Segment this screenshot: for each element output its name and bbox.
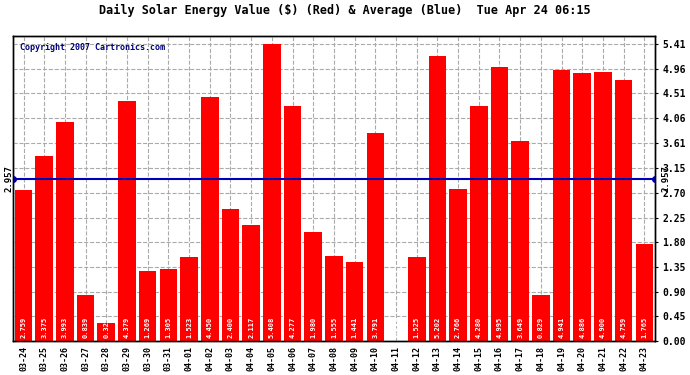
Bar [56,122,74,341]
Text: 0.829: 0.829 [538,317,544,338]
Bar [346,262,364,341]
Bar [77,295,95,341]
Text: 2.759: 2.759 [21,317,26,338]
Bar [615,80,633,341]
Text: 4.886: 4.886 [580,317,585,338]
Bar [635,244,653,341]
Bar [201,97,219,341]
Bar [180,257,198,341]
Text: 2.117: 2.117 [248,317,254,338]
Bar [449,189,467,341]
Text: 2.400: 2.400 [228,317,233,338]
Text: 4.379: 4.379 [124,317,130,338]
Bar [511,141,529,341]
Bar [118,100,136,341]
Bar [491,67,509,341]
Text: 4.995: 4.995 [497,317,502,338]
Bar [553,70,571,341]
Text: 1.441: 1.441 [352,317,357,338]
Text: Copyright 2007 Cartronics.com: Copyright 2007 Cartronics.com [19,42,165,51]
Text: 2.957: 2.957 [4,165,13,192]
Text: 4.277: 4.277 [290,317,295,338]
Text: 4.759: 4.759 [620,317,627,338]
Text: 3.375: 3.375 [41,317,47,338]
Text: 2.957: 2.957 [661,165,670,192]
Text: 1.765: 1.765 [641,317,647,338]
Bar [366,133,384,341]
Text: 4.941: 4.941 [559,317,564,338]
Text: 3.791: 3.791 [373,317,378,338]
Text: 4.900: 4.900 [600,317,606,338]
Text: 1.523: 1.523 [186,317,192,338]
Text: 0.006: 0.006 [393,317,399,338]
Bar [532,296,550,341]
Bar [304,232,322,341]
Bar [408,257,426,341]
Bar [221,209,239,341]
Text: 0.323: 0.323 [104,317,109,338]
Bar [594,72,612,341]
Text: 0.839: 0.839 [83,317,88,338]
Text: 3.649: 3.649 [518,317,523,338]
Text: 1.555: 1.555 [331,317,337,338]
Text: 4.280: 4.280 [476,317,482,338]
Bar [284,106,302,341]
Text: 1.980: 1.980 [310,317,316,338]
Bar [97,323,115,341]
Bar [573,73,591,341]
Bar [325,256,343,341]
Bar [139,272,157,341]
Text: 5.202: 5.202 [435,317,440,338]
Bar [242,225,260,341]
Text: 1.525: 1.525 [414,317,420,338]
Bar [428,56,446,341]
Bar [35,156,53,341]
Bar [470,106,488,341]
Text: 4.450: 4.450 [207,317,213,338]
Bar [14,190,32,341]
Bar [263,44,281,341]
Text: Daily Solar Energy Value ($) (Red) & Average (Blue)  Tue Apr 24 06:15: Daily Solar Energy Value ($) (Red) & Ave… [99,4,591,17]
Text: 5.408: 5.408 [269,317,275,338]
Bar [159,269,177,341]
Text: 3.993: 3.993 [62,317,68,338]
Text: 2.766: 2.766 [455,317,461,338]
Text: 1.269: 1.269 [145,317,150,338]
Text: 1.305: 1.305 [166,317,171,338]
